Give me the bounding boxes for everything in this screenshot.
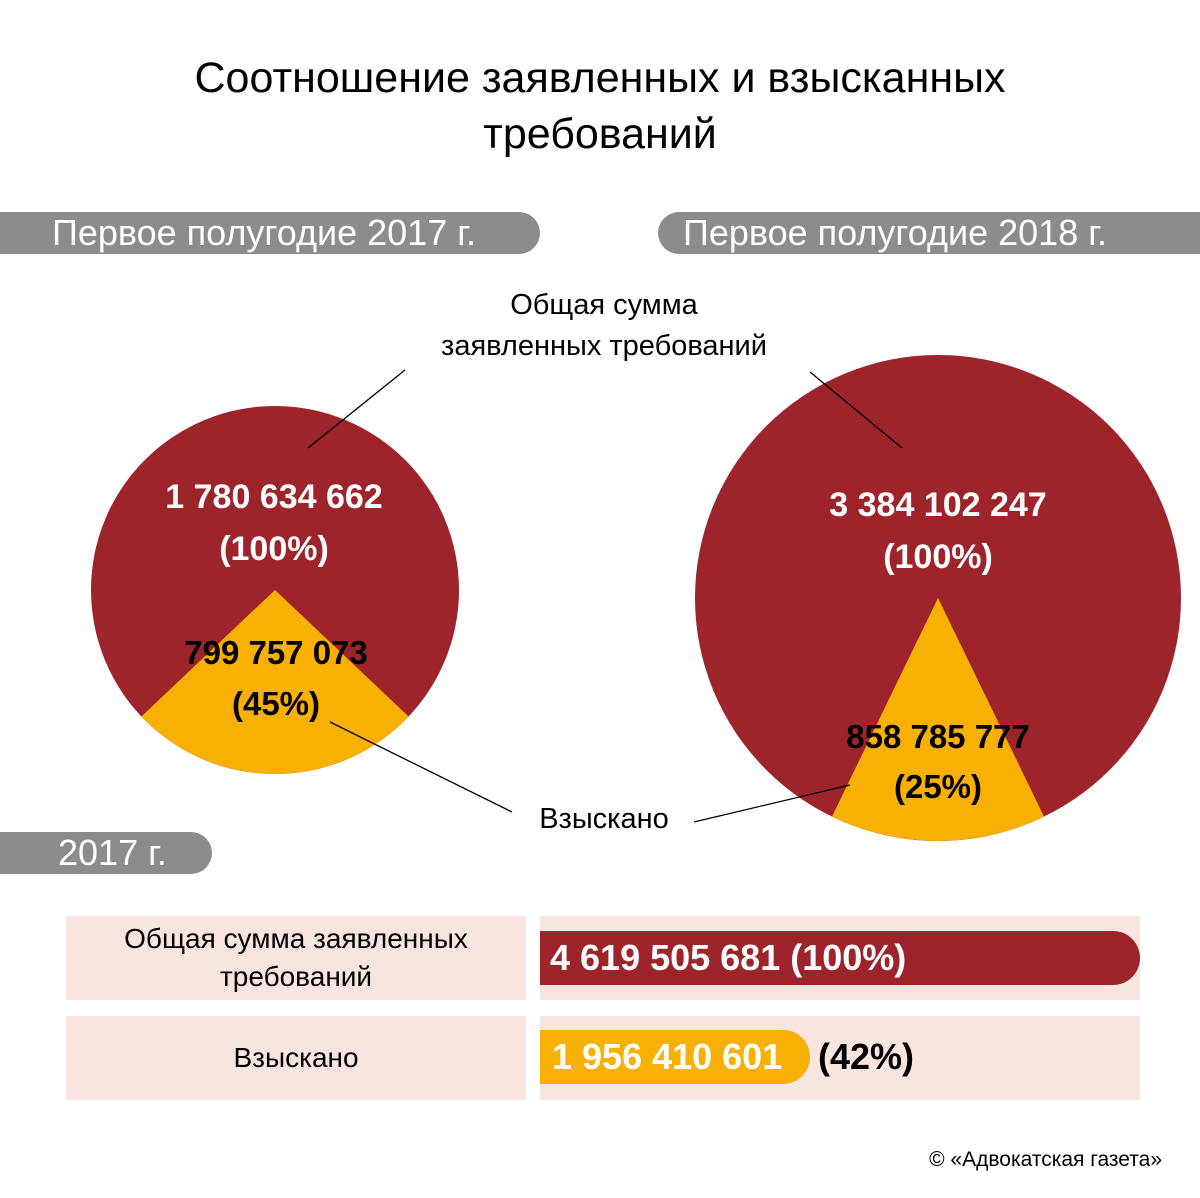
chart-title: Соотношение заявленных и взысканных треб… (0, 50, 1200, 162)
bar-claimed-value: 4 619 505 681 (100%) (550, 937, 907, 978)
callout-recovered: Взыскано (539, 803, 669, 835)
pie-2018-total-value: 3 384 102 247 (829, 486, 1046, 524)
pie-2018-recovered-sector (832, 598, 1044, 841)
bar-label-claimed-line1: Общая сумма заявленных (124, 923, 468, 954)
bar-label-claimed: Общая сумма заявленных требований (66, 916, 526, 1000)
pie-charts: Общая сумма заявленных требований Взыска… (91, 289, 1181, 841)
bar-recovered-pct: (42%) (818, 1036, 915, 1077)
pie-2017-total-value: 1 780 634 662 (165, 478, 382, 516)
callout-claimed-line2: заявленных требований (441, 330, 767, 362)
bar-label-claimed-line2: требований (219, 961, 373, 992)
bar-label-recovered: Взыскано (66, 1016, 526, 1100)
pie-2017-total-pct: (100%) (219, 530, 329, 568)
year-label-2017: 2017 г. (0, 832, 212, 874)
bar-recovered-value: 1 956 410 601 (552, 1036, 783, 1077)
pie-2018-total-pct: (100%) (883, 538, 993, 576)
leader-line-recovered-2018 (693, 784, 851, 823)
bar-track-recovered: 1 956 410 601 (42%) (540, 1016, 1140, 1100)
period-label-2018: Первое полугодие 2018 г. (658, 212, 1200, 254)
pie-2018-recovered-value: 858 785 777 (846, 718, 1030, 755)
bar-track-claimed: 4 619 505 681 (100%) (540, 916, 1140, 1000)
pie-2017-recovered-pct: (45%) (232, 685, 320, 722)
leader-line-claimed-2017 (307, 369, 406, 449)
chart-title-line2: требований (483, 110, 717, 158)
bar-recovered (540, 1030, 810, 1084)
pie-2017-recovered-value: 799 757 073 (184, 634, 368, 671)
bar-claimed (540, 931, 1140, 985)
period-label-2017: Первое полугодие 2017 г. (0, 212, 540, 254)
leader-line-claimed-2018 (809, 371, 903, 449)
callout-claimed-line1: Общая сумма (510, 289, 698, 321)
credit: © «Адвокатская газета» (929, 1148, 1162, 1171)
pie-2018-recovered-pct: (25%) (894, 768, 982, 805)
bar-label-recovered-line1: Взыскано (233, 1042, 359, 1073)
chart-title-line1: Соотношение заявленных и взысканных (194, 54, 1006, 102)
leader-line-recovered-2017 (329, 721, 513, 813)
